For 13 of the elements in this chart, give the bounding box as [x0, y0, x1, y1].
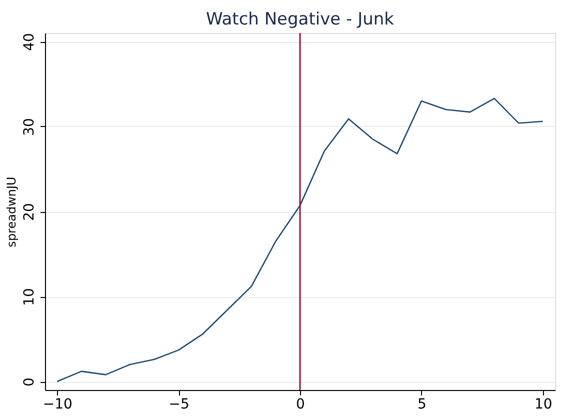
- y-axis-title: spreadwnJU: [4, 176, 18, 248]
- x-tick-label: 5: [417, 396, 426, 412]
- x-tick-label: −5: [168, 396, 190, 412]
- y-tick-label: 10: [22, 288, 38, 306]
- y-tick-label: 0: [22, 378, 38, 386]
- y-tick-label: 20: [22, 203, 38, 221]
- chart-title: Watch Negative - Junk: [206, 9, 394, 30]
- x-tick-label: 0: [296, 396, 305, 412]
- line-series: [56, 98, 544, 382]
- x-tick-label: 10: [534, 396, 552, 412]
- y-tick-label: 40: [22, 33, 38, 51]
- y-tick-label: 30: [22, 118, 38, 136]
- x-tick-label: −10: [42, 396, 72, 412]
